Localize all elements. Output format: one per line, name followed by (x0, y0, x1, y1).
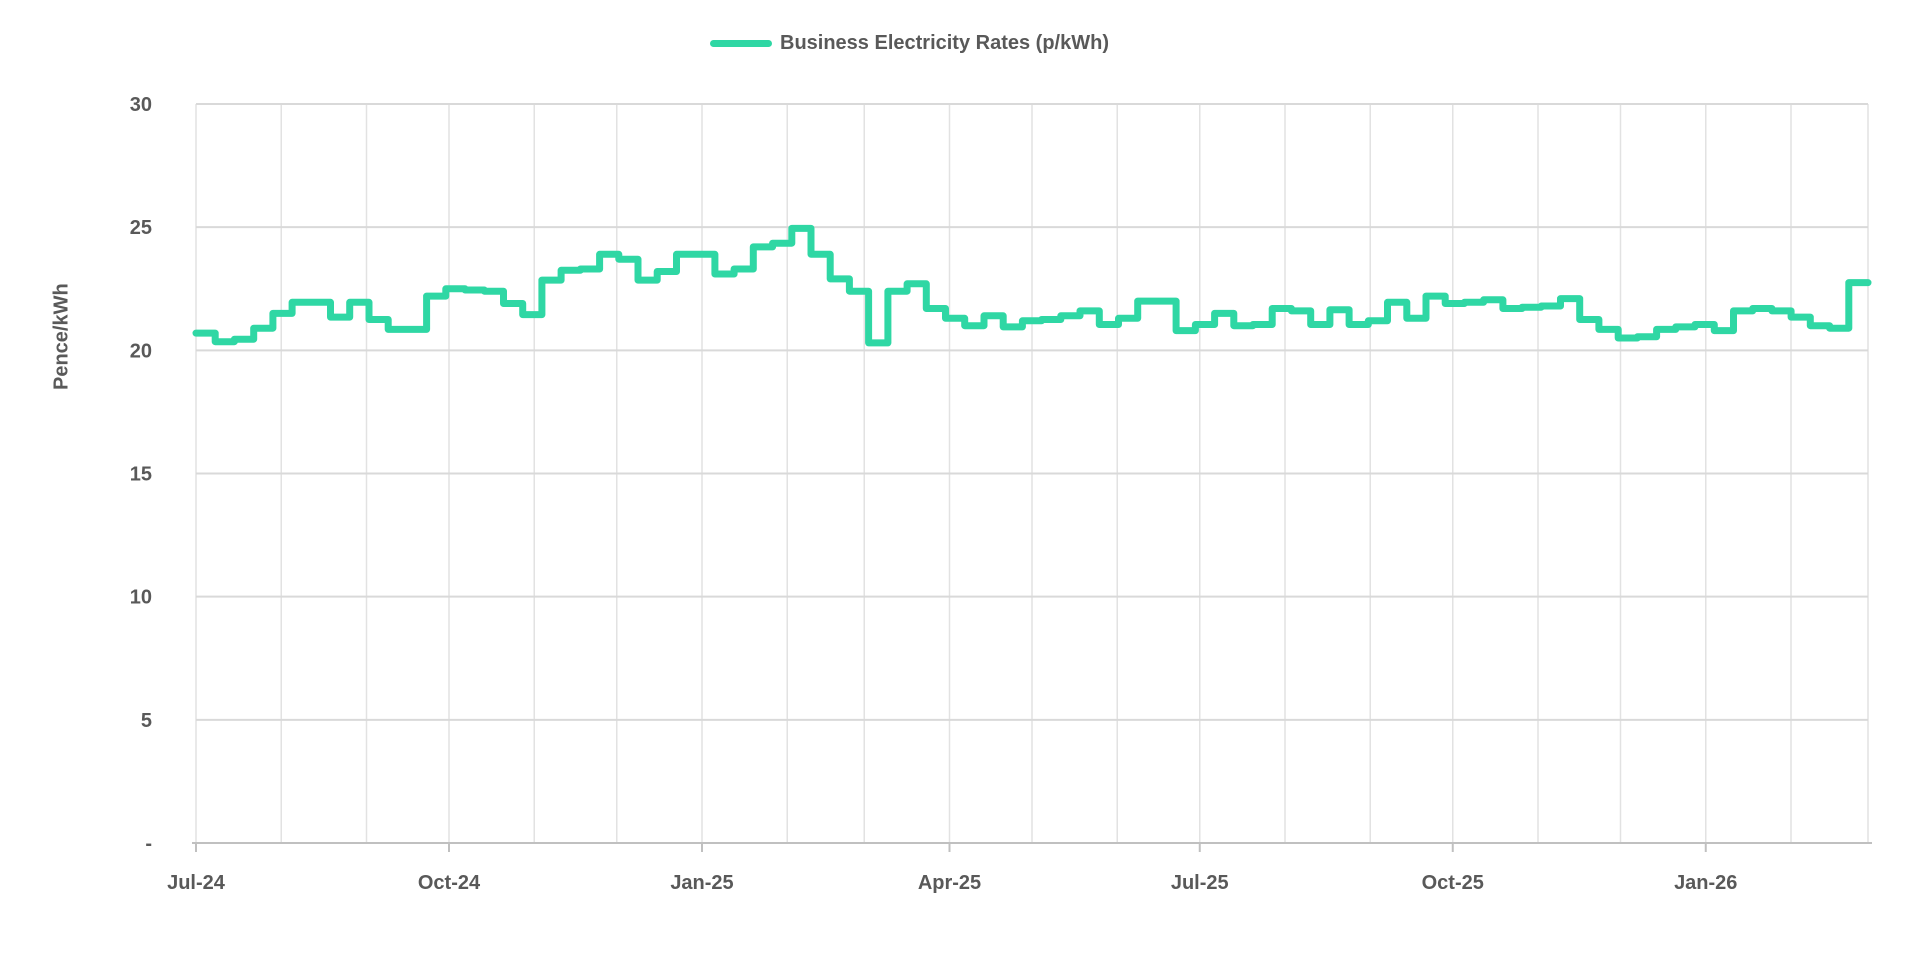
y-tick-label: 30 (130, 94, 152, 116)
x-tick-label: Jan-26 (1674, 872, 1737, 894)
y-tick-label: - (145, 833, 152, 855)
x-tick-label: Apr-25 (918, 872, 981, 894)
x-tick-label: Oct-25 (1422, 872, 1484, 894)
x-tick-label: Oct-24 (418, 872, 481, 894)
y-axis-title: Pence/kWh (50, 283, 73, 390)
legend-line-swatch-icon (710, 39, 772, 47)
y-tick-label: 15 (130, 464, 152, 486)
y-tick-label: 25 (130, 217, 152, 239)
x-tick-label: Jul-24 (167, 872, 226, 894)
y-tick-label: 5 (141, 710, 152, 732)
y-tick-label: 10 (130, 587, 152, 609)
x-tick-label: Jan-25 (670, 872, 733, 894)
legend: Business Electricity Rates (p/kWh) (710, 30, 1109, 56)
x-tick-label: Jul-25 (1171, 872, 1229, 894)
legend-label: Business Electricity Rates (p/kWh) (780, 31, 1109, 54)
y-tick-label: 20 (130, 340, 152, 362)
series-line (192, 224, 1872, 347)
